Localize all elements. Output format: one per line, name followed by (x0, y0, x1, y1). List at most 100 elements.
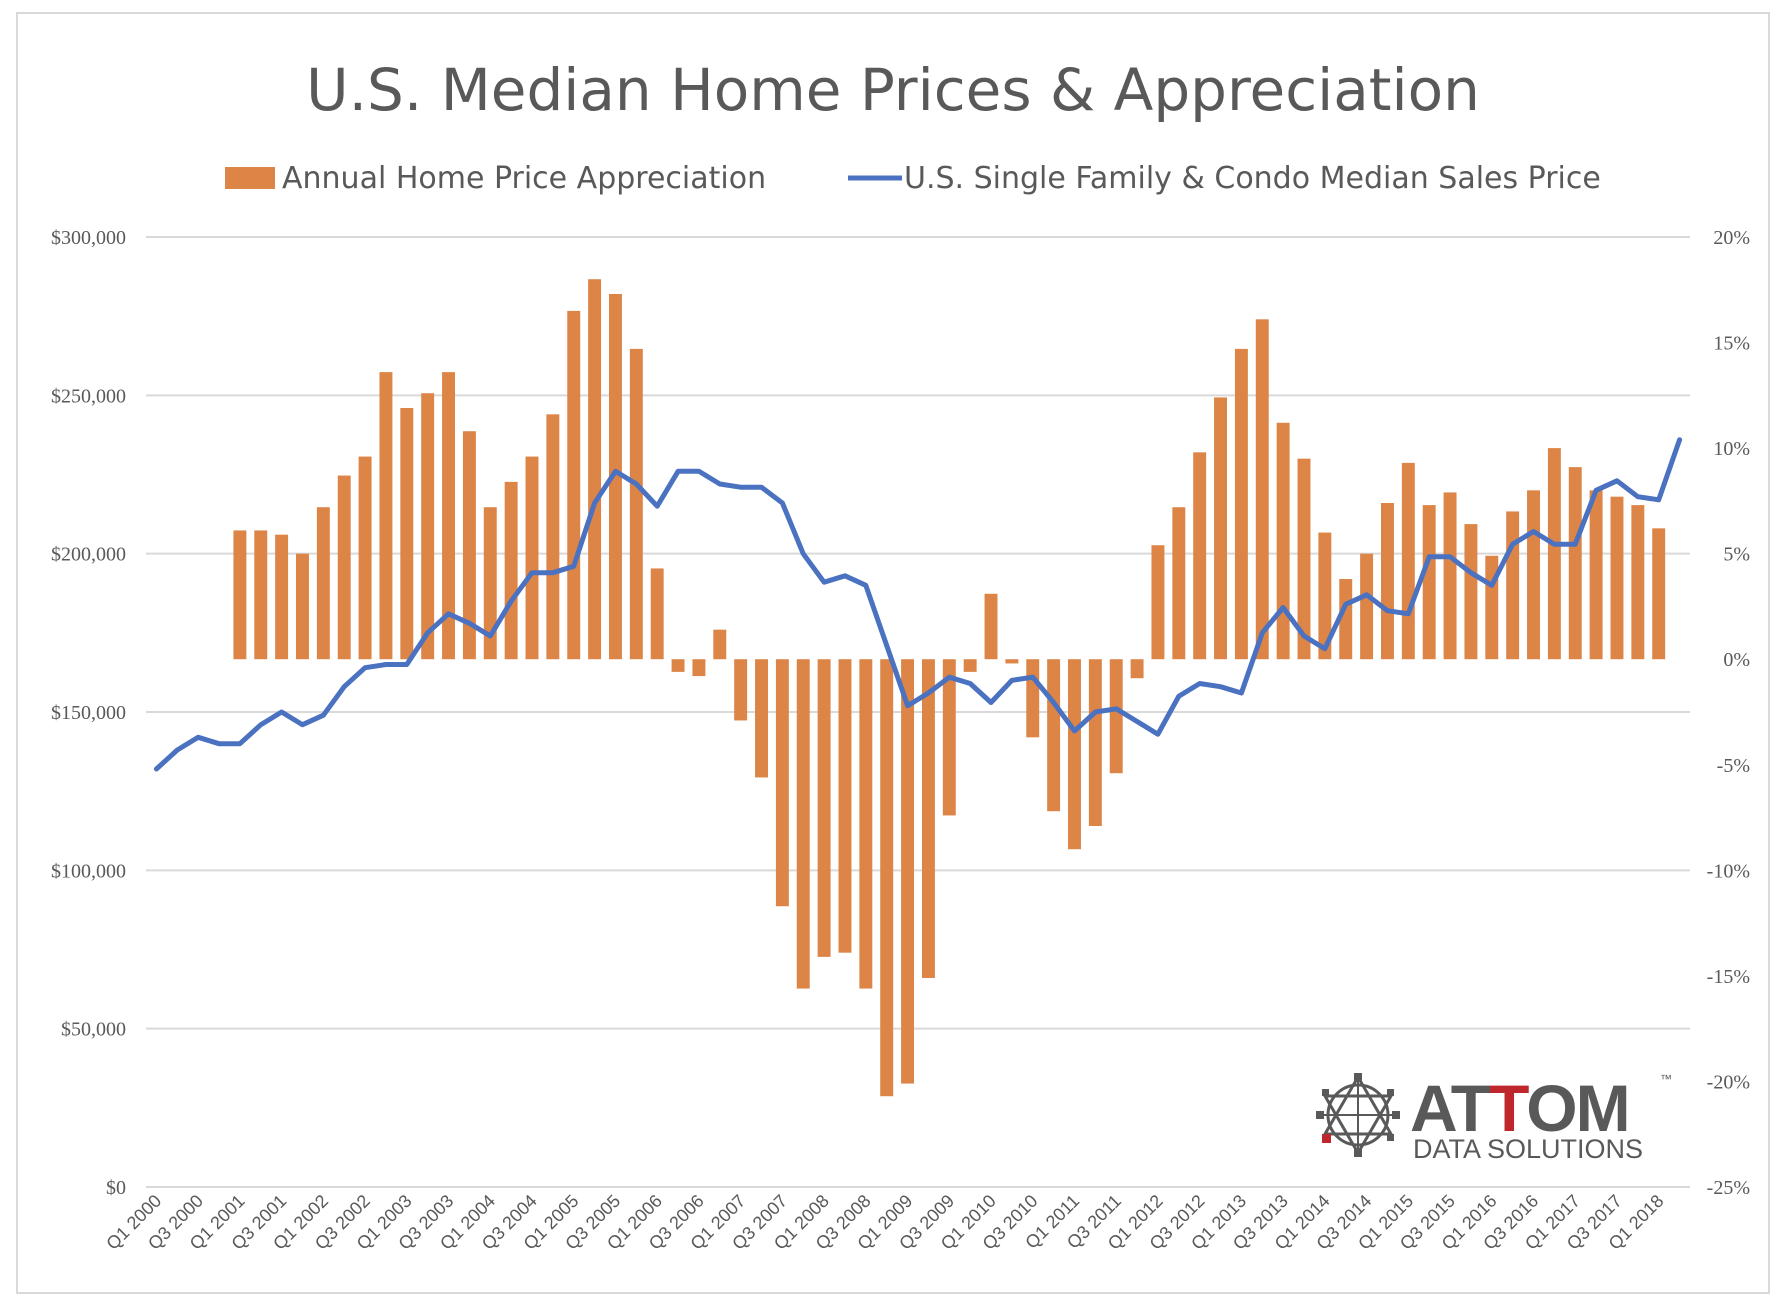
legend-label-bars: Annual Home Price Appreciation (282, 161, 766, 196)
appreciation-bar (1380, 503, 1394, 660)
right-tick-label: 0% (1723, 649, 1750, 671)
right-tick-label: -20% (1707, 1071, 1750, 1093)
left-tick-label: $250,000 (51, 385, 126, 407)
price-line (153, 437, 1683, 772)
appreciation-bar (1026, 659, 1040, 738)
appreciation-bar (1297, 458, 1311, 660)
attom-logo: ATTOM ™ DATA SOLUTIONS (1316, 1071, 1672, 1164)
right-tick-label: 20% (1713, 227, 1750, 249)
right-tick-label: -5% (1717, 755, 1750, 777)
appreciation-bar (1360, 553, 1374, 660)
appreciation-bar (1547, 448, 1561, 660)
appreciation-bar (1088, 659, 1102, 826)
appreciation-bar (1109, 659, 1123, 774)
right-tick-label: 10% (1713, 438, 1750, 460)
appreciation-bar (880, 659, 894, 1097)
appreciation-bar (608, 294, 622, 660)
right-tick-label: 5% (1723, 544, 1750, 566)
left-tick-label: $50,000 (61, 1019, 126, 1041)
appreciation-bar (1527, 490, 1540, 660)
appreciation-bar (1318, 532, 1332, 660)
appreciation-bar (316, 507, 330, 660)
appreciation-bar (1047, 659, 1061, 812)
appreciation-bar (233, 530, 247, 660)
appreciation-bar (296, 553, 309, 660)
appreciation-bar (546, 414, 560, 660)
appreciation-bar (692, 659, 706, 677)
appreciation-bar (1234, 348, 1248, 660)
appreciation-bar (1443, 492, 1457, 660)
left-tick-label: $0 (106, 1177, 126, 1199)
appreciation-bar (650, 568, 664, 660)
appreciation-bar (358, 456, 372, 660)
appreciation-bar (567, 310, 581, 660)
logo-wordmark: ATTOM (1410, 1071, 1629, 1145)
appreciation-bar (379, 372, 393, 660)
appreciation-bar (713, 629, 727, 660)
appreciation-bar (1193, 452, 1207, 660)
appreciation-bar (1151, 545, 1165, 660)
appreciation-bar (421, 393, 435, 660)
appreciation-bar (504, 481, 518, 660)
appreciation-bar (901, 659, 915, 1084)
appreciation-bars (233, 279, 1666, 1097)
appreciation-bar (817, 659, 831, 957)
appreciation-bar (462, 431, 476, 660)
logo-accent-square (1322, 1134, 1331, 1143)
appreciation-bar (442, 372, 456, 660)
left-tick-label: $150,000 (51, 702, 126, 724)
appreciation-bar (859, 659, 873, 989)
appreciation-bar (775, 659, 789, 907)
right-tick-label: 15% (1713, 333, 1750, 355)
appreciation-bar (254, 530, 268, 660)
appreciation-bar (1652, 528, 1666, 660)
appreciation-bar (921, 659, 935, 978)
appreciation-bar (1631, 505, 1645, 660)
appreciation-bar (1589, 490, 1603, 660)
logo-tagline: DATA SOLUTIONS (1413, 1134, 1643, 1164)
appreciation-bar (337, 475, 351, 660)
right-tick-label: -15% (1707, 966, 1750, 988)
appreciation-bar (1130, 659, 1144, 679)
left-tick-label: $300,000 (51, 227, 126, 249)
price-line-layer (153, 437, 1683, 772)
appreciation-bar (1068, 659, 1081, 850)
appreciation-bar (1422, 505, 1436, 660)
appreciation-bar (1610, 496, 1624, 660)
appreciation-bar (1464, 524, 1478, 660)
appreciation-bar (984, 593, 998, 660)
appreciation-bar (525, 456, 539, 660)
appreciation-bar (588, 279, 602, 660)
left-tick-label: $100,000 (51, 860, 126, 882)
appreciation-bar (671, 659, 685, 672)
right-tick-label: -10% (1707, 860, 1750, 882)
chart-title: U.S. Median Home Prices & Appreciation (306, 56, 1480, 124)
right-axis: -25% -20% -15% -10% -5% 0% 5% 10% 15% 20% (1707, 227, 1750, 1199)
appreciation-bar (838, 659, 852, 953)
appreciation-bar (1172, 507, 1186, 660)
appreciation-bar (963, 659, 977, 672)
appreciation-bar (796, 659, 810, 989)
appreciation-bar (400, 408, 414, 660)
appreciation-bar (755, 659, 768, 778)
appreciation-bar (1401, 462, 1415, 660)
appreciation-bar (942, 659, 956, 816)
appreciation-bar (1276, 422, 1290, 660)
gridlines (146, 236, 1690, 1188)
right-tick-label: -25% (1707, 1177, 1750, 1199)
appreciation-bar (1339, 579, 1353, 660)
appreciation-bar (1005, 659, 1019, 664)
appreciation-bar (483, 507, 497, 660)
appreciation-bar (1506, 511, 1520, 660)
left-axis: $0 $50,000 $100,000 $150,000 $200,000 $250,00… (51, 227, 126, 1199)
legend-swatch-bars (225, 167, 275, 189)
network-globe-icon (1316, 1073, 1400, 1157)
legend: Annual Home Price Appreciation U.S. Sing… (225, 161, 1601, 196)
logo-trademark: ™ (1660, 1072, 1672, 1086)
appreciation-bar (1255, 319, 1269, 660)
appreciation-bar (1214, 397, 1228, 660)
appreciation-bar (734, 659, 748, 721)
appreciation-bar (629, 348, 643, 660)
left-tick-label: $200,000 (51, 544, 126, 566)
